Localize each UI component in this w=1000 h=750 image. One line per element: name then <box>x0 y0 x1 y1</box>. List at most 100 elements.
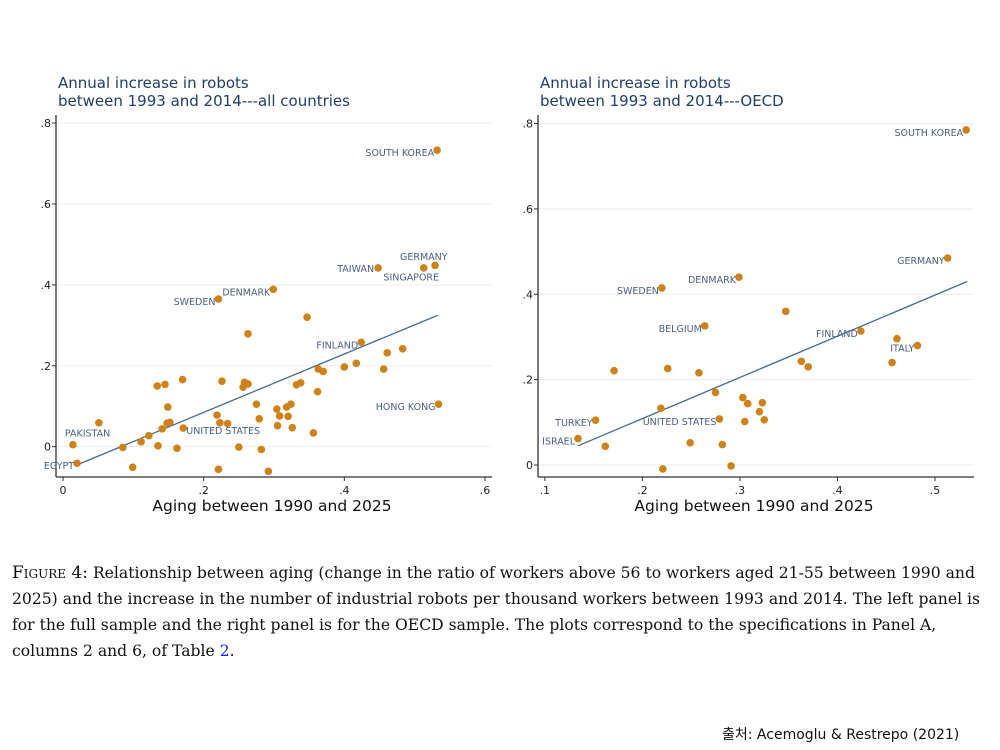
data-point <box>760 415 769 424</box>
data-point <box>128 463 137 472</box>
data-point <box>574 434 582 443</box>
table-reference-link[interactable]: 2 <box>219 642 230 660</box>
data-point <box>119 443 127 452</box>
data-point <box>216 419 224 427</box>
data-point <box>73 459 81 468</box>
data-point <box>352 359 361 368</box>
panel-title-line: between 1993 and 2014---OECD <box>540 92 784 110</box>
point-label: TAIWAN <box>336 264 374 275</box>
data-point <box>431 261 439 270</box>
data-point <box>888 358 896 367</box>
data-point <box>657 404 665 413</box>
point-label: SINGAPORE <box>383 272 439 283</box>
data-point <box>743 399 752 408</box>
data-point <box>419 264 428 272</box>
data-point <box>658 284 666 292</box>
data-point <box>69 440 77 449</box>
data-point <box>739 393 747 402</box>
point-label: SWEDEN <box>617 286 659 297</box>
data-point <box>711 388 720 397</box>
data-point <box>601 442 610 451</box>
data-point <box>282 403 291 411</box>
data-point <box>239 383 247 392</box>
x-tick-label: .4 <box>832 484 843 497</box>
data-point <box>154 442 162 450</box>
point-label: GERMANY <box>897 256 945 267</box>
data-point <box>214 465 223 474</box>
data-point <box>340 363 349 371</box>
y-tick-label: .6 <box>523 203 534 216</box>
data-point <box>218 377 226 385</box>
data-point <box>659 465 667 473</box>
data-point <box>313 387 322 396</box>
data-point <box>145 431 153 440</box>
data-point <box>164 403 172 411</box>
data-point <box>718 440 727 449</box>
data-point <box>273 405 281 413</box>
point-label: DENMARK <box>222 287 271 298</box>
data-point <box>288 423 297 432</box>
point-label: DENMARK <box>688 275 737 286</box>
x-tick-label: .2 <box>198 484 209 497</box>
data-point <box>163 419 171 428</box>
data-point <box>434 400 443 408</box>
figure-label: Figure 4: <box>12 563 88 583</box>
data-point <box>398 344 407 353</box>
data-point <box>735 273 743 282</box>
x-tick-label: 0 <box>60 484 67 497</box>
data-point <box>303 313 311 322</box>
point-label: SOUTH KOREA <box>365 148 434 159</box>
point-label: SOUTH KOREA <box>894 128 963 139</box>
y-tick-label: .4 <box>523 288 534 301</box>
data-point <box>755 407 764 416</box>
data-point <box>374 264 382 272</box>
data-point <box>893 334 901 343</box>
data-point <box>758 398 767 407</box>
point-label: FINLAND <box>316 340 358 351</box>
data-point <box>179 424 188 432</box>
point-label: UNITED STATES <box>643 417 717 428</box>
point-label: UNITED STATES <box>186 426 260 437</box>
data-point <box>913 341 922 350</box>
data-point <box>383 349 392 357</box>
data-point <box>252 400 261 408</box>
data-point <box>727 462 735 470</box>
data-point <box>781 307 790 316</box>
point-label: TURKEY <box>554 418 593 429</box>
data-point <box>943 254 952 262</box>
data-point <box>264 467 273 476</box>
data-point <box>686 439 694 447</box>
caption-end: . <box>229 642 235 660</box>
data-point <box>178 375 187 384</box>
data-point <box>610 366 618 375</box>
data-point <box>214 295 223 303</box>
y-tick-label: 0 <box>44 441 51 454</box>
panel-title-line: Annual increase in robots <box>58 74 249 92</box>
point-label: SWEDEN <box>174 297 216 308</box>
data-point <box>962 126 970 134</box>
data-point <box>663 364 672 373</box>
data-point <box>137 438 145 446</box>
point-label: BELGIUM <box>659 324 702 335</box>
data-point <box>244 330 252 338</box>
source-credit: 출처: Acemoglu & Restrepo (2021) <box>722 727 960 743</box>
data-point <box>700 322 709 330</box>
panel-title-line: between 1993 and 2014---all countries <box>58 92 350 110</box>
y-tick-label: .4 <box>41 279 52 292</box>
data-point <box>740 417 749 426</box>
data-point <box>319 367 328 376</box>
y-tick-label: .8 <box>523 118 534 131</box>
caption-text: Relationship between aging (change in th… <box>12 564 981 660</box>
data-point <box>95 419 103 427</box>
fitted-line <box>76 314 439 466</box>
x-axis-title: Aging between 1990 and 2025 <box>152 497 391 515</box>
data-point <box>223 419 232 428</box>
fitted-line <box>577 280 968 447</box>
y-tick-label: .6 <box>41 198 52 211</box>
y-tick-label: .2 <box>41 360 52 373</box>
figure-caption: Figure 4: Relationship between aging (ch… <box>12 560 1000 664</box>
data-point <box>173 444 181 453</box>
data-point <box>235 443 243 451</box>
